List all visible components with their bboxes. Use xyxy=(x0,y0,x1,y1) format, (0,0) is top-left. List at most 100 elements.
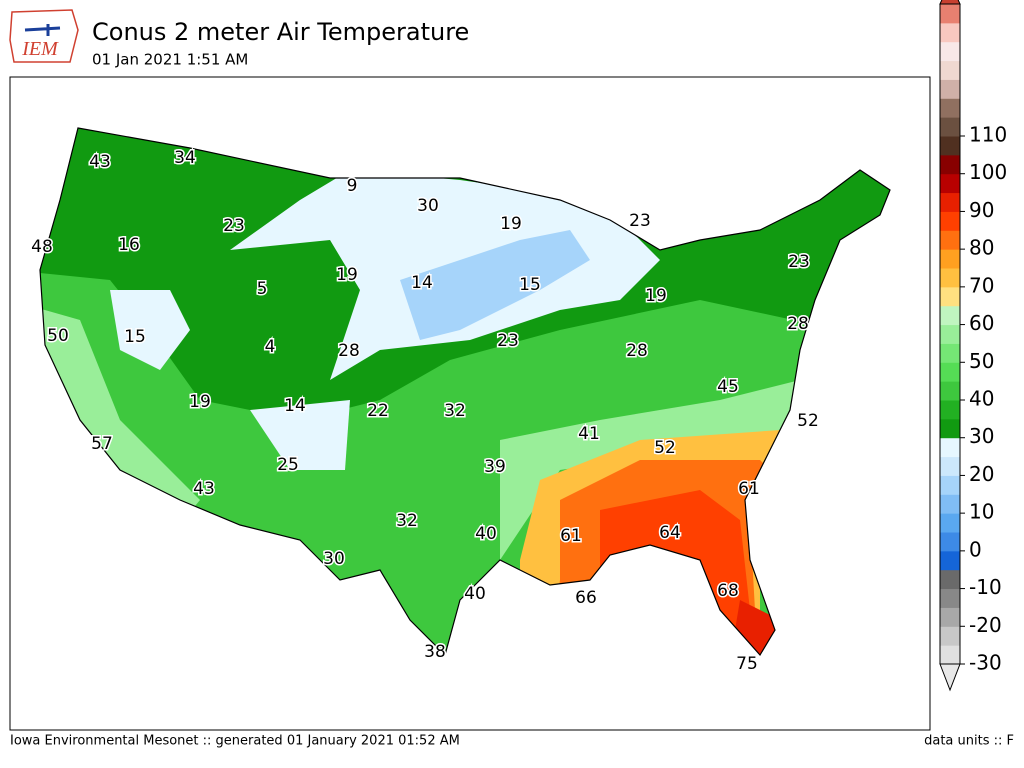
map-label: 23 xyxy=(788,252,810,272)
map-label: 30 xyxy=(417,196,439,216)
colorbar-band xyxy=(940,286,960,307)
colorbar-tick-label: -20 xyxy=(969,613,1002,637)
colorbar-band xyxy=(940,324,960,344)
map-label: 75 xyxy=(736,654,758,674)
colorbar-band xyxy=(940,249,960,269)
colorbar-tick-label: 0 xyxy=(969,537,982,561)
map-label: 15 xyxy=(519,275,541,295)
map-label: 19 xyxy=(645,286,667,306)
map-label: 14 xyxy=(284,396,306,416)
colorbar-band xyxy=(940,588,960,608)
map-label: 23 xyxy=(497,331,519,351)
map-label: 66 xyxy=(575,588,597,608)
subtitle: 01 Jan 2021 1:51 AM xyxy=(92,51,248,69)
colorbar-band xyxy=(940,381,960,401)
map-label: 68 xyxy=(717,581,739,601)
logo: IEM xyxy=(9,9,79,63)
logo-text: IEM xyxy=(21,38,59,60)
colorbar-tick-label: 20 xyxy=(969,462,994,486)
colorbar-band xyxy=(940,173,960,194)
map-label: 41 xyxy=(578,424,600,444)
map-label: 52 xyxy=(654,438,676,458)
map-label: 23 xyxy=(223,216,245,236)
map-label: 50 xyxy=(47,326,69,346)
map-label: 57 xyxy=(91,434,113,454)
colorbar-tick-label: 40 xyxy=(969,387,994,411)
map-label: 25 xyxy=(277,455,299,475)
colorbar-band xyxy=(940,400,960,420)
colorbar-tick-label: 50 xyxy=(969,349,994,373)
map-label: 38 xyxy=(424,642,446,662)
map-label: 64 xyxy=(659,523,681,543)
colorbar-band xyxy=(940,98,960,118)
colorbar-tick-label: 70 xyxy=(969,273,994,297)
colorbar-tick-label: -30 xyxy=(969,651,1002,675)
colorbar-band xyxy=(940,475,960,495)
colorbar-extend-top xyxy=(939,0,961,5)
colorbar-tick-label: 110 xyxy=(969,123,1007,147)
colorbar-band xyxy=(940,418,960,439)
colorbar-tick-label: 80 xyxy=(969,236,994,260)
footer-left: Iowa Environmental Mesonet :: generated … xyxy=(10,734,460,749)
map-label: 39 xyxy=(484,457,506,477)
map-label: 9 xyxy=(347,176,358,196)
colorbar-band xyxy=(940,456,960,476)
colorbar-band xyxy=(940,305,960,326)
title: Conus 2 meter Air Temperature xyxy=(92,18,469,46)
colorbar-band xyxy=(940,607,960,627)
colorbar-outline xyxy=(939,3,961,665)
map-label: 45 xyxy=(717,377,739,397)
colorbar-band xyxy=(940,550,960,571)
map-label: 48 xyxy=(31,237,53,257)
colorbar-tick-label: 60 xyxy=(969,311,994,335)
map-label: 61 xyxy=(560,526,582,546)
map-label: 16 xyxy=(118,235,140,255)
colorbar-tick-label: 10 xyxy=(969,500,994,524)
map-label: 23 xyxy=(629,211,651,231)
map-label: 19 xyxy=(500,214,522,234)
colorbar-band xyxy=(940,136,960,156)
map-label: 52 xyxy=(797,411,819,431)
map-label: 32 xyxy=(444,401,466,421)
map-label: 40 xyxy=(464,584,486,604)
colorbar-band xyxy=(940,4,960,24)
map-label: 61 xyxy=(738,479,760,499)
colorbar-band xyxy=(940,513,960,533)
colorbar-band xyxy=(940,211,960,231)
map-label: 30 xyxy=(323,549,345,569)
colorbar-band xyxy=(940,79,960,99)
footer-right: data units :: F xyxy=(924,734,1014,749)
colorbar-band xyxy=(940,41,960,62)
map-label: 34 xyxy=(174,148,196,168)
colorbar-band xyxy=(940,60,960,80)
colorbar-band xyxy=(940,268,960,288)
colorbar-band xyxy=(940,192,960,212)
colorbar-band xyxy=(940,532,960,552)
map-label: 43 xyxy=(89,152,111,172)
map-label: 32 xyxy=(396,511,418,531)
colorbar-band xyxy=(940,154,960,175)
colorbar-tick-label: 30 xyxy=(969,424,994,448)
colorbar-tick-label: 90 xyxy=(969,198,994,222)
map-label: 22 xyxy=(367,401,389,421)
map-label: 4 xyxy=(265,337,276,357)
colorbar-band xyxy=(940,22,960,43)
colorbar-band xyxy=(940,362,960,382)
colorbar-band xyxy=(940,494,960,514)
colorbar-tick-label: 100 xyxy=(969,160,1007,184)
colorbar-band xyxy=(940,626,960,646)
map-label: 5 xyxy=(257,279,268,299)
map-labels: 43 34 9 30 19 23 48 16 23 19 14 15 5 19 15 50 4 28 23 28 23 2… xyxy=(30,147,821,676)
map-label: 43 xyxy=(193,479,215,499)
map-label: 28 xyxy=(626,341,648,361)
map-label: 15 xyxy=(124,327,146,347)
colorbar-band xyxy=(940,343,960,363)
colorbar: -30 -20 -10 0 10 20 30 40 50 60 70 80 90 100 110 xyxy=(939,0,1007,692)
map-label: 19 xyxy=(336,265,358,285)
colorbar-band xyxy=(940,117,960,137)
colorbar-band xyxy=(940,437,960,458)
map-label: 19 xyxy=(189,392,211,412)
colorbar-band xyxy=(940,230,960,250)
